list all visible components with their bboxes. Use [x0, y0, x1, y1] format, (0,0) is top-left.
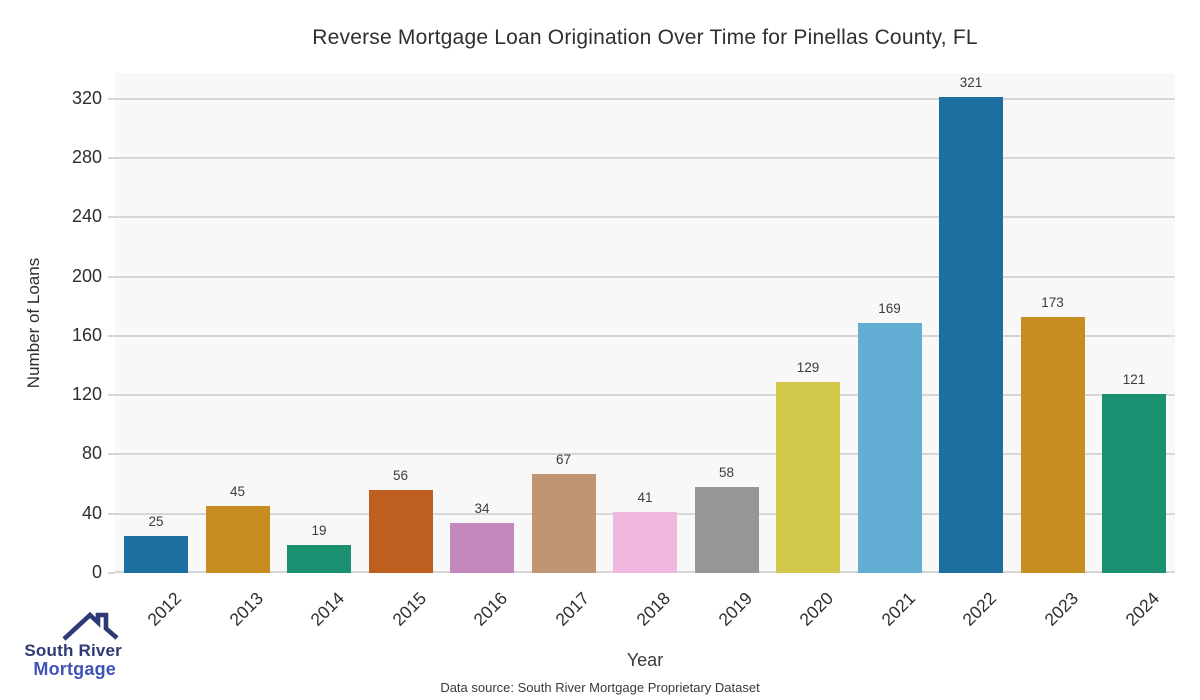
- x-tick-label: 2012: [143, 588, 186, 630]
- y-tick-mark: [108, 394, 115, 397]
- bar-2013: [205, 506, 270, 573]
- x-tick-label: 2018: [632, 588, 675, 630]
- y-tick-mark: [108, 453, 115, 456]
- y-tick-mark: [108, 216, 115, 219]
- house-roof-icon: [62, 611, 119, 641]
- bar-value-label: 129: [796, 359, 820, 375]
- bar-value-label: 67: [555, 451, 572, 467]
- y-tick-mark: [108, 572, 115, 574]
- bar-value-label: 34: [474, 500, 490, 516]
- x-tick-label: 2015: [387, 588, 430, 630]
- x-axis-title: Year: [626, 650, 664, 670]
- bar-value-label: 41: [637, 490, 653, 506]
- gridline: [115, 97, 1175, 100]
- x-tick-label: 2014: [306, 588, 349, 630]
- bar-2018: [613, 512, 677, 573]
- bar-2020: [776, 381, 840, 573]
- logo-text-line1: South River: [24, 641, 122, 660]
- bar-2024: [1102, 393, 1166, 573]
- y-tick-label: 200: [71, 265, 102, 286]
- bar-value-label: 121: [1122, 371, 1146, 387]
- y-tick-label: 240: [71, 206, 102, 227]
- gridline: [115, 334, 1175, 337]
- y-tick-label: 0: [91, 562, 102, 582]
- y-tick-label: 320: [71, 87, 102, 108]
- logo-text-line2: Mortgage: [33, 658, 116, 679]
- gridline: [115, 216, 1175, 219]
- y-tick-label: 40: [81, 502, 102, 523]
- y-tick-mark: [108, 275, 115, 278]
- y-tick-mark: [108, 97, 115, 100]
- gridline: [115, 157, 1175, 160]
- bar-value-label: 58: [718, 465, 735, 481]
- gridline: [115, 394, 1175, 397]
- data-source-note: Data source: South River Mortgage Propri…: [440, 680, 760, 695]
- bar-2023: [1020, 316, 1085, 573]
- x-tick-label: 2020: [795, 588, 838, 630]
- bar-2016: [450, 522, 514, 573]
- gridline: [115, 453, 1175, 456]
- bar-value-label: 169: [878, 300, 901, 316]
- bar-value-label: 45: [229, 484, 246, 500]
- bar-2022: [939, 97, 1003, 573]
- x-tick-label: 2021: [876, 588, 919, 630]
- y-tick-label: 120: [71, 384, 102, 405]
- x-tick-label: 2022: [958, 588, 1001, 630]
- chart-title: Reverse Mortgage Loan Origination Over T…: [312, 26, 978, 49]
- bar-value-label: 173: [1041, 294, 1064, 310]
- bar-value-label: 19: [311, 522, 327, 538]
- y-tick-label: 280: [71, 147, 102, 168]
- bar-value-label: 56: [392, 468, 409, 484]
- y-tick-mark: [108, 334, 115, 337]
- bar-2015: [368, 490, 433, 573]
- bar-value-label: 321: [959, 75, 983, 91]
- x-tick-label: 2024: [1121, 588, 1164, 630]
- bar-value-label: 25: [148, 513, 164, 529]
- y-tick-mark: [108, 512, 115, 515]
- y-tick-label: 160: [71, 324, 102, 345]
- x-tick-label: 2013: [224, 588, 267, 630]
- company-logo: South River Mortgage: [14, 611, 122, 679]
- y-tick-mark: [108, 157, 115, 160]
- bar-2017: [531, 473, 596, 573]
- bar-2012: [124, 535, 188, 573]
- x-tick-label: 2017: [550, 588, 593, 630]
- bar-2021: [857, 322, 922, 573]
- x-tick-label: 2023: [1039, 588, 1082, 630]
- x-tick-label: 2019: [713, 588, 756, 630]
- x-tick-label: 2016: [469, 588, 512, 630]
- bar-2014: [287, 544, 351, 573]
- plot-area: 25 45 19 56 34 67 41 58 129 169 321 173 121: [115, 73, 1175, 573]
- gridline: [115, 275, 1175, 278]
- bar-2019: [694, 487, 759, 573]
- y-tick-label: 80: [81, 443, 102, 464]
